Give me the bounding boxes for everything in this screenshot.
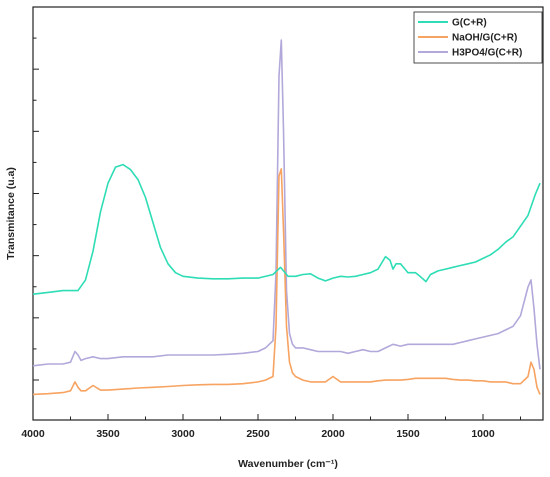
series-layer [32, 39, 541, 396]
x-tick-label: 1000 [471, 428, 495, 440]
x-tick-label: 3500 [96, 428, 120, 440]
series-line-2 [32, 39, 541, 370]
x-axis-title: Wavenumber (cm⁻¹) [238, 458, 338, 470]
x-tick-label: 2500 [246, 428, 270, 440]
plot-frame [32, 6, 544, 421]
y-axis-ticks [33, 37, 39, 381]
x-tick-label: 1500 [396, 428, 420, 440]
y-axis-title: Transmitance (u.a) [5, 167, 17, 260]
series-line-0 [32, 163, 541, 295]
x-tick-label: 4000 [21, 428, 45, 440]
legend-label: H3PO4/G(C+R) [452, 48, 522, 59]
plot-border [32, 6, 544, 421]
x-tick-label: 3000 [171, 428, 195, 440]
legend: G(C+R) NaOH/G(C+R) H3PO4/G(C+R) [413, 11, 543, 64]
x-axis-ticks: 4000 3500 3000 2500 2000 1500 1000 [21, 414, 521, 440]
legend-label: G(C+R) [452, 18, 487, 29]
x-tick-label: 2000 [321, 428, 345, 440]
legend-label: NaOH/G(C+R) [452, 33, 517, 44]
series-line-1 [32, 168, 541, 396]
